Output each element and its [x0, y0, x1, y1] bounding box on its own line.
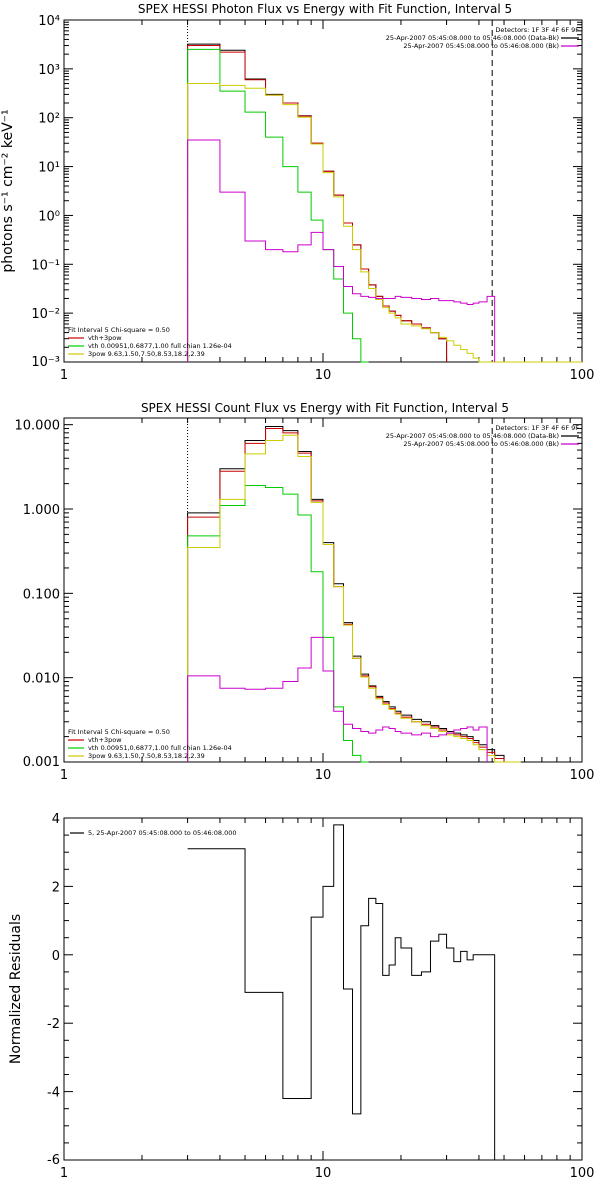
photon-flux-panel: SPEX HESSI Photon Flux vs Energy with Fi…: [0, 2, 594, 383]
count-flux-series-4-line: [187, 636, 488, 762]
photon-flux-title: SPEX HESSI Photon Flux vs Energy with Fi…: [138, 2, 512, 16]
residuals-panel: 1 10 100 -6 -4 -2 0 2 4 Normalized Residuals 5, …: [8, 812, 594, 1181]
photon-flux-legend-vth: vth 0.00951,0.6877,1.00 full chian 1.26e…: [88, 342, 232, 350]
photon-flux-ticks: 1 10 100 10⁻³ 10⁻² 10⁻¹ 10⁰ 10¹ 10² 10³ 10⁴: [31, 14, 594, 383]
count-flux-legend-vthpow: vth+3pow: [88, 736, 122, 744]
photon-flux-y-tick-label: 10²: [38, 112, 60, 127]
photon-flux-y-tick-label: 10¹: [38, 161, 60, 176]
photon-flux-series-4-line: [187, 139, 496, 362]
count-flux-legend-detectors: Detectors: 1F 3F 4F 6F 9F: [495, 424, 579, 432]
photon-flux-series-3-line: [187, 83, 582, 363]
photon-flux-legend-top: Detectors: 1F 3F 4F 6F 9F 25-Apr-2007 05…: [386, 26, 580, 50]
residuals-y-axis-label: Normalized Residuals: [8, 914, 24, 1064]
residuals-x-tick-label: 10: [315, 1166, 332, 1181]
residuals-y-tick-label: -6: [47, 1153, 60, 1168]
count-flux-x-tick-label: 100: [570, 768, 595, 783]
photon-flux-legend-data-bk: 25-Apr-2007 05:45:08.000 to 05:46:08.000…: [386, 34, 559, 42]
residuals-ticks: 1 10 100 -6 -4 -2 0 2 4: [47, 812, 594, 1181]
photon-flux-legend-bk: 25-Apr-2007 05:45:08.000 to 05:46:08.000…: [403, 42, 559, 50]
photon-flux-legend-3pow: 3pow 9.63,1.50,7.50,8.53,18.2,2.39: [88, 350, 205, 358]
photon-flux-y-tick-label: 10⁰: [38, 209, 60, 224]
count-flux-legend-fit-title: Fit Interval 5 Chi-square = 0.50: [68, 728, 170, 736]
residuals-x-tick-label: 100: [570, 1166, 595, 1181]
count-flux-y-tick-label: 10.000: [15, 419, 61, 434]
photon-flux-legend-detectors: Detectors: 1F 3F 4F 6F 9F: [495, 26, 579, 34]
count-flux-panel: SPEX HESSI Count Flux vs Energy with Fit…: [15, 401, 595, 783]
photon-flux-y-tick-label: 10⁻³: [31, 355, 60, 370]
residuals-y-tick-label: -4: [47, 1086, 60, 1101]
photon-flux-y-tick-label: 10³: [38, 63, 60, 78]
count-flux-legend-3pow: 3pow 9.63,1.50,7.50,8.53,18.2,2.39: [88, 752, 205, 760]
photon-flux-y-tick-label: 10⁻¹: [31, 258, 60, 273]
photon-flux-x-tick-label: 1: [60, 368, 68, 383]
count-flux-title: SPEX HESSI Count Flux vs Energy with Fit…: [141, 401, 509, 415]
count-flux-series: [187, 426, 521, 763]
count-flux-y-tick-label: 0.010: [23, 672, 60, 687]
residuals-y-tick-label: 4: [52, 812, 60, 827]
photon-flux-legend-fit-title: Fit Interval 5 Chi-square = 0.50: [68, 326, 170, 334]
photon-flux-y-axis-label: photons s⁻¹ cm⁻² keV⁻¹: [0, 109, 16, 272]
count-flux-legend-bk: 25-Apr-2007 05:45:08.000 to 05:46:08.000…: [403, 440, 559, 448]
photon-flux-legend-bottom: Fit Interval 5 Chi-square = 0.50 vth+3po…: [68, 326, 232, 358]
residuals-x-tick-label: 1: [60, 1166, 68, 1181]
count-flux-x-tick-label: 10: [315, 768, 332, 783]
count-flux-legend-vth: vth 0.00951,0.6877,1.00 full chian 1.26e…: [88, 744, 232, 752]
count-flux-legend-bottom: Fit Interval 5 Chi-square = 0.50 vth+3po…: [68, 728, 232, 760]
photon-flux-y-tick-label: 10⁻²: [31, 307, 60, 322]
photon-flux-x-tick-label: 10: [315, 368, 332, 383]
residuals-legend-label: 5, 25-Apr-2007 05:45:08.000 to 05:46:08.…: [88, 829, 237, 837]
photon-flux-x-tick-label: 100: [570, 368, 595, 383]
residuals-series-0-line: [187, 824, 496, 1160]
count-flux-y-tick-label: 1.000: [23, 503, 60, 518]
count-flux-y-tick-label: 0.001: [23, 755, 60, 770]
count-flux-ticks: 1 10 100 0.001 0.010 0.100 1.000 10.000: [15, 418, 595, 783]
residuals-y-tick-label: 0: [52, 949, 60, 964]
count-flux-x-tick-label: 1: [60, 768, 68, 783]
count-flux-legend-data-bk: 25-Apr-2007 05:45:08.000 to 05:46:08.000…: [386, 432, 559, 440]
photon-flux-legend-vthpow: vth+3pow: [88, 334, 122, 342]
residuals-series: [187, 824, 496, 1160]
residuals-y-tick-label: -2: [47, 1017, 60, 1032]
residuals-y-tick-label: 2: [52, 880, 60, 895]
residuals-legend: 5, 25-Apr-2007 05:45:08.000 to 05:46:08.…: [70, 829, 237, 837]
count-flux-legend-top: Detectors: 1F 3F 4F 6F 9F 25-Apr-2007 05…: [386, 424, 580, 448]
photon-flux-y-tick-label: 10⁴: [38, 14, 60, 29]
count-flux-series-2-line: [187, 485, 369, 763]
count-flux-y-tick-label: 0.100: [23, 587, 60, 602]
count-flux-series-3-line: [187, 434, 521, 763]
photon-flux-series-2-line: [187, 48, 369, 363]
photon-flux-series: [187, 43, 582, 363]
